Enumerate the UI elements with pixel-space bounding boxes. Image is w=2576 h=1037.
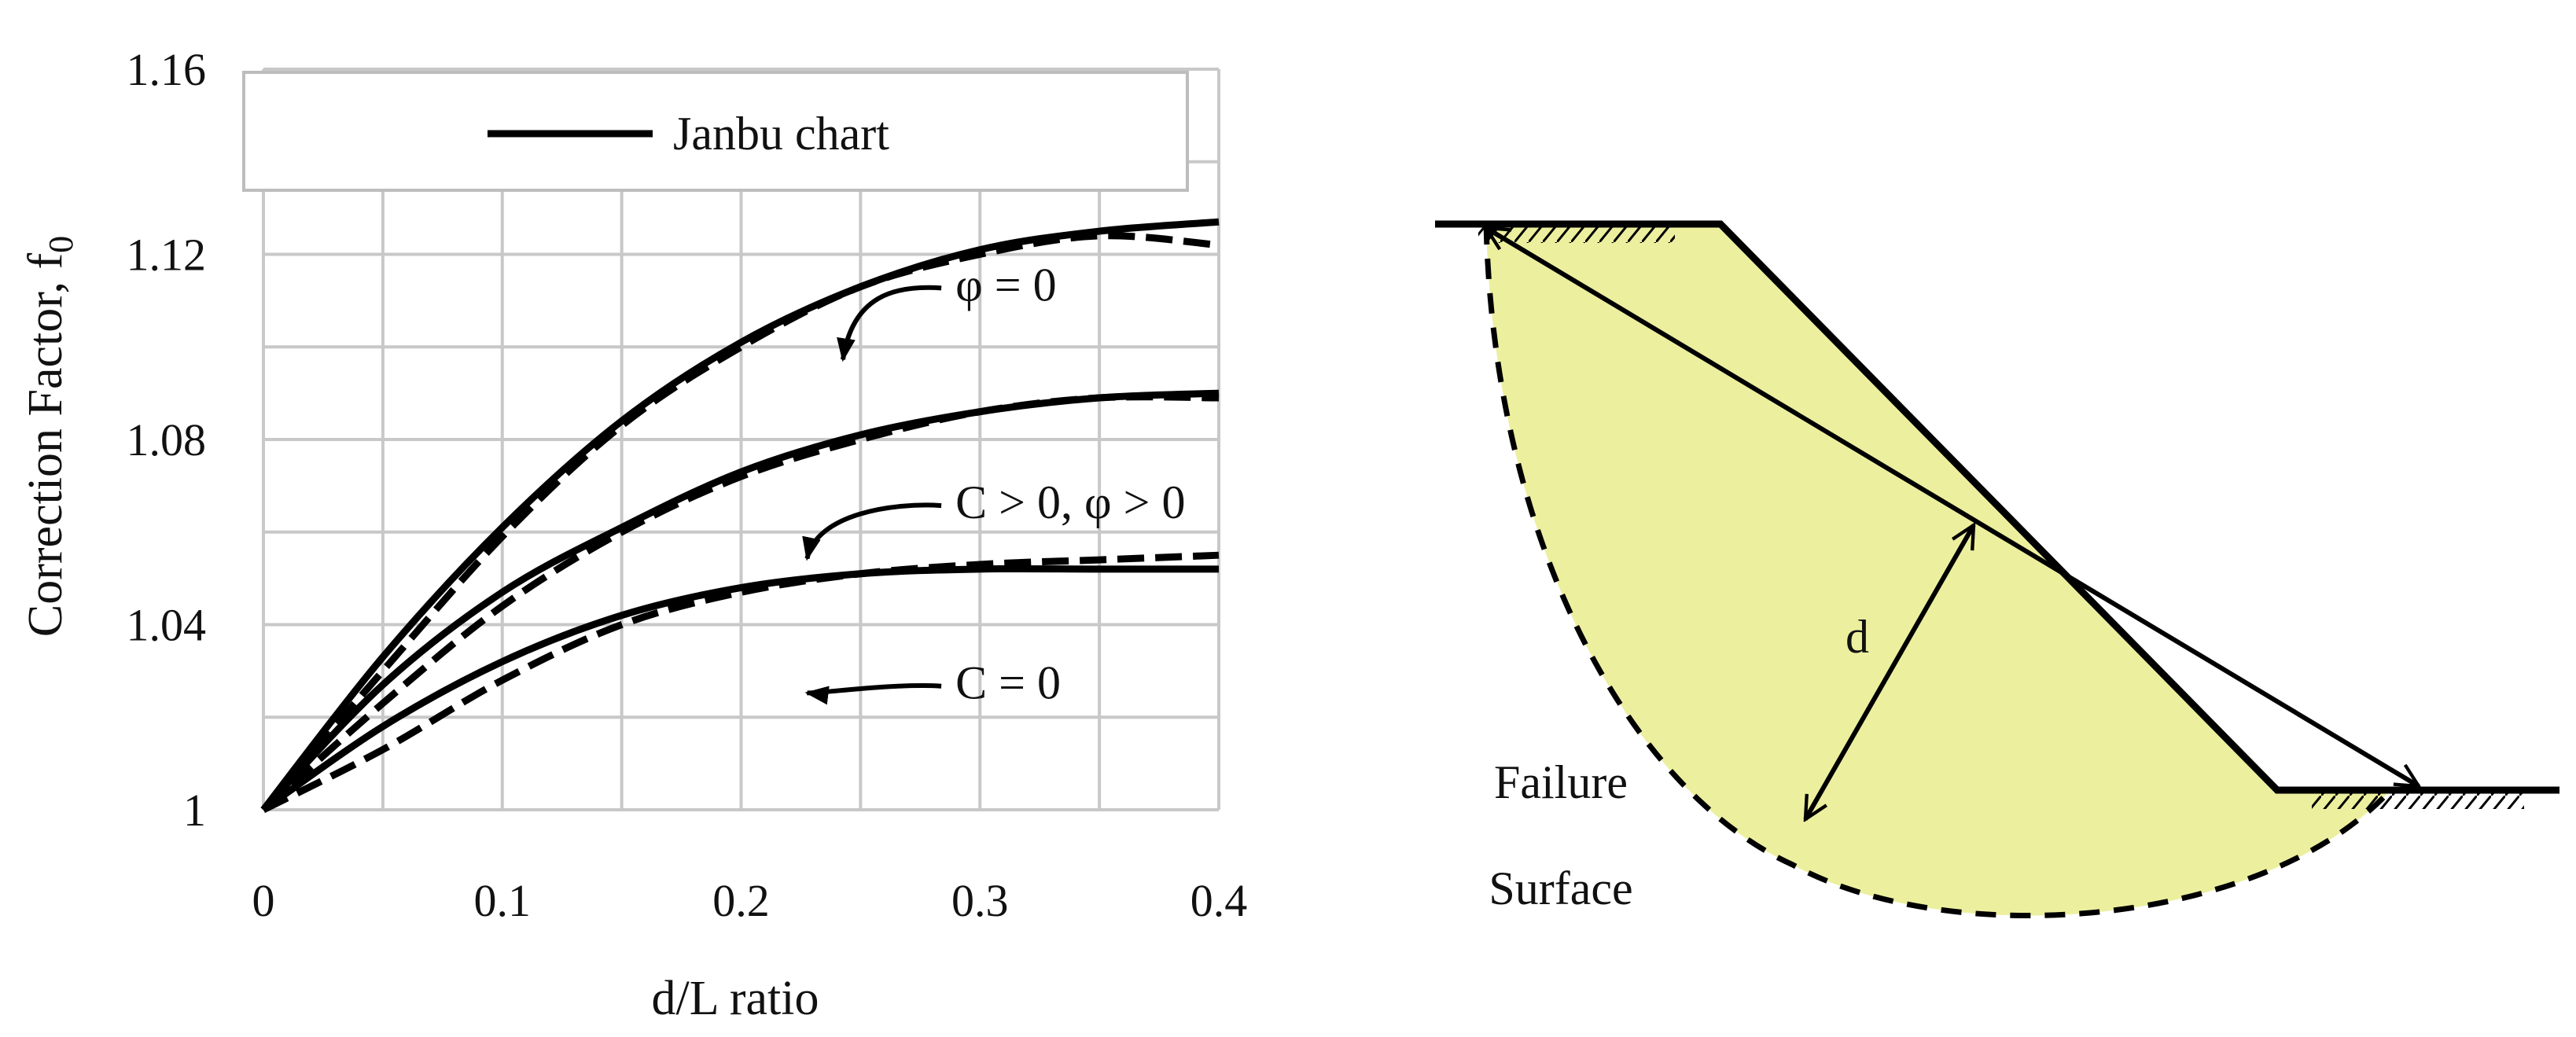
- x-tick-label: 0.2: [712, 875, 770, 926]
- chart-series: [260, 218, 1220, 814]
- chart-legend: Janbu chart: [242, 71, 1189, 192]
- failure-wedge-fill: [1486, 224, 2390, 916]
- d-dimension-arrow: [1803, 525, 1976, 819]
- y-axis-label: Correction Factor, f0: [19, 236, 80, 637]
- x-tick-label: 0: [252, 875, 275, 926]
- y-tick-label: 1: [183, 785, 206, 836]
- annotation-label: φ = 0: [955, 259, 1056, 311]
- correction-factor-chart: Janbu chart φ = 0C > 0, φ > 0C = 0 0 0.1 0…: [19, 44, 1247, 1025]
- slope-failure-diagram: d Failure Surface: [1435, 220, 2559, 918]
- d-label: d: [1846, 611, 1869, 663]
- x-tick-label: 0.1: [474, 875, 532, 926]
- chart-annotations: φ = 0 C > 0, φ > 0 C = 0: [802, 259, 1185, 709]
- annotation-arrow: [837, 285, 942, 362]
- annotation-label: C = 0: [955, 657, 1061, 709]
- y-tick-label: 1.16: [127, 44, 207, 95]
- surface-label: Surface: [1489, 862, 1632, 914]
- x-tick-label: 0.4: [1190, 875, 1248, 926]
- annotation-arrow: [802, 502, 942, 561]
- annotation-label: C > 0, φ > 0: [955, 476, 1185, 528]
- series-dashed-5: [261, 551, 1220, 814]
- annotation-arrow: [804, 682, 942, 705]
- series-dashed-1: [260, 232, 1220, 812]
- toe-hatch: [2312, 792, 2524, 809]
- x-axis-label: d/L ratio: [652, 972, 819, 1025]
- chart-ticks: 0 0.1 0.2 0.3 0.4 1 1.04 1.08 1.12 1.16: [127, 44, 1248, 926]
- y-tick-label: 1.12: [127, 230, 207, 281]
- x-tick-label: 0.3: [951, 875, 1009, 926]
- series-dashed-3: [261, 393, 1220, 813]
- y-tick-label: 1.08: [127, 414, 207, 465]
- legend-box: [242, 71, 1189, 192]
- chord-line: [1486, 226, 2419, 789]
- legend-label: Janbu chart: [673, 108, 889, 160]
- y-tick-label: 1.04: [127, 600, 207, 651]
- failure-label: Failure: [1494, 756, 1628, 808]
- series-solid-4: [261, 564, 1219, 813]
- y-axis-label-subscript: 0: [42, 236, 80, 253]
